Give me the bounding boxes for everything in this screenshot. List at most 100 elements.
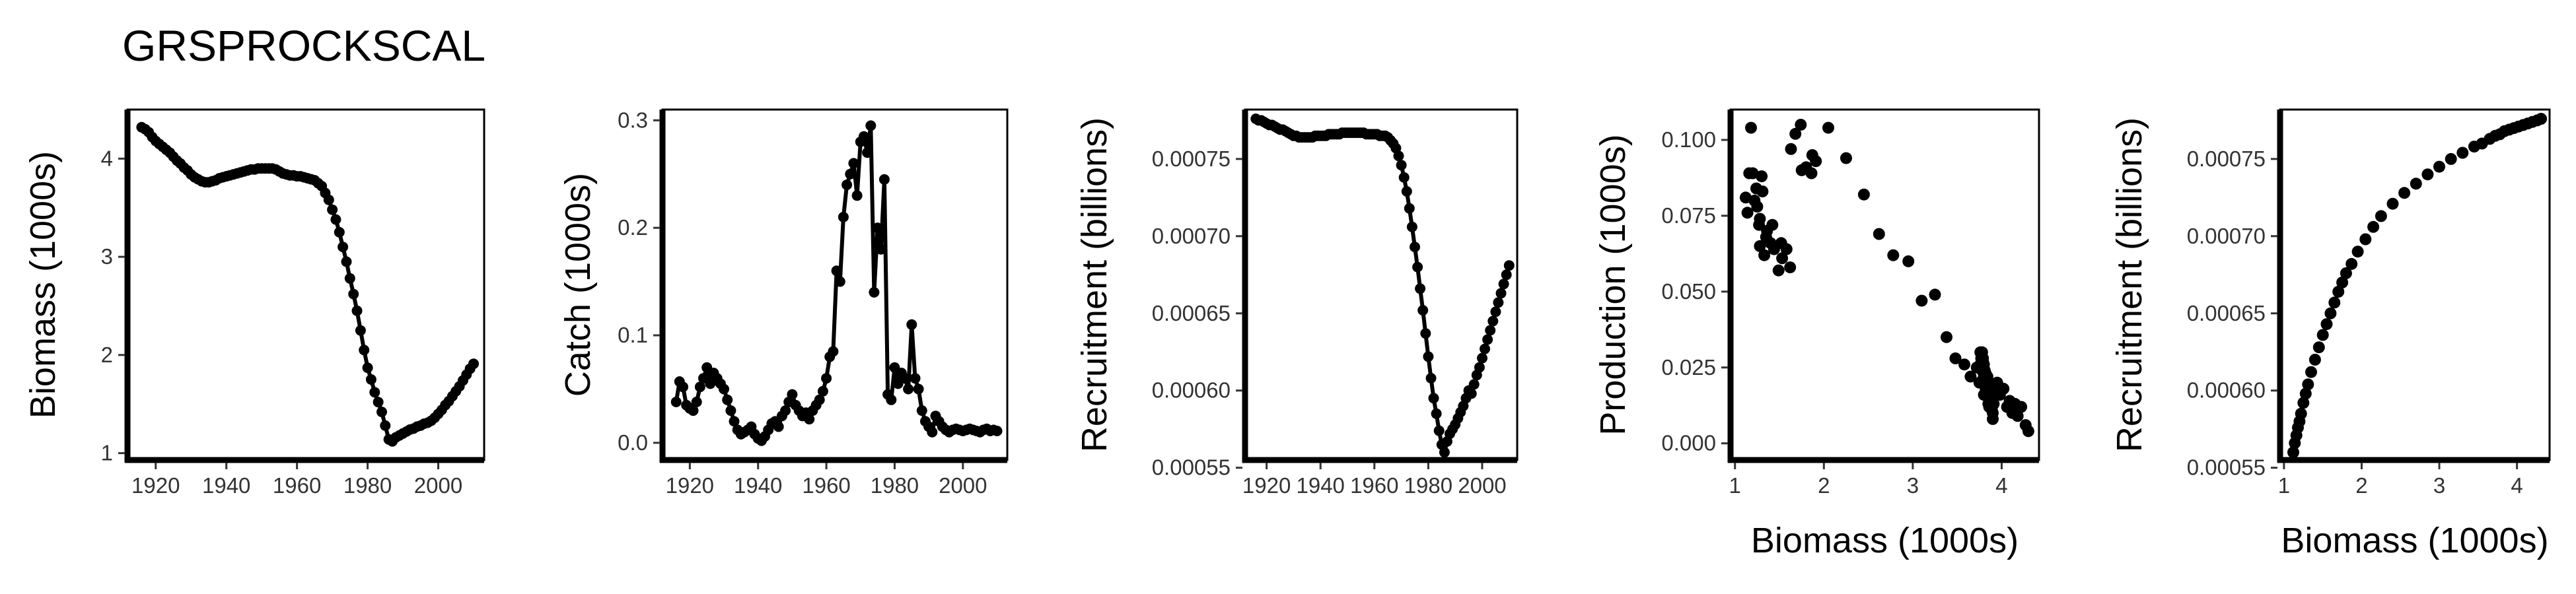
data-point — [2015, 401, 2028, 413]
x-tick-label: 1940 — [734, 473, 782, 498]
data-point — [1425, 373, 1437, 383]
data-point — [1487, 315, 1499, 327]
y-tick-label: 2 — [101, 343, 113, 367]
data-point — [341, 256, 352, 267]
data-point — [1423, 351, 1434, 362]
data-point — [2336, 277, 2349, 288]
data-point — [916, 405, 927, 416]
x-tick-label: 2 — [1818, 473, 1830, 498]
y-tick-label: 0.00060 — [2187, 378, 2266, 403]
y-tick-label: 0.00065 — [2187, 301, 2266, 325]
y-tick-label: 3 — [101, 244, 113, 269]
data-point — [2328, 296, 2341, 309]
data-point — [1751, 201, 1764, 213]
y-tick-label: 0.1 — [618, 323, 648, 347]
x-tick-label: 2000 — [939, 473, 987, 498]
data-point — [1468, 379, 1480, 390]
data-point — [1766, 218, 1779, 231]
y-tick-label: 0.050 — [1661, 279, 1716, 304]
x-tick-label: 1920 — [666, 473, 714, 498]
data-point — [1745, 121, 1757, 134]
data-point — [1412, 261, 1423, 273]
data-point — [1978, 389, 1990, 401]
data-point — [1503, 260, 1515, 271]
y-axis-title: Biomass (1000s) — [23, 151, 63, 418]
y-tick-label: 0.100 — [1661, 127, 1716, 152]
data-point — [344, 273, 355, 284]
x-tick-label: 1980 — [871, 473, 919, 498]
data-point — [862, 147, 873, 158]
data-point — [2456, 147, 2469, 159]
data-point — [2433, 160, 2445, 173]
data-point — [725, 405, 736, 416]
data-point — [338, 242, 349, 253]
data-point — [2308, 354, 2321, 366]
data-point — [1433, 425, 1445, 436]
x-tick-label: 1920 — [1242, 473, 1291, 498]
y-tick-label: 0.00070 — [1152, 224, 1231, 248]
data-point — [2297, 397, 2310, 409]
x-tick-label: 2000 — [414, 473, 462, 498]
data-point — [2302, 378, 2314, 391]
data-point — [2287, 446, 2299, 459]
data-point — [1941, 331, 1952, 343]
data-point — [729, 416, 740, 427]
data-point — [694, 381, 705, 393]
data-point — [2398, 187, 2411, 199]
data-point — [858, 131, 869, 142]
data-point — [1929, 288, 1941, 301]
y-tick-label: 0.075 — [1661, 203, 1716, 228]
data-point — [841, 180, 853, 190]
data-point — [1976, 361, 1988, 374]
data-point — [1482, 334, 1493, 345]
x-axis-title: Biomass (1000s) — [2281, 521, 2548, 560]
data-point — [1485, 325, 1496, 336]
data-point — [2320, 318, 2333, 331]
data-point — [1410, 242, 1420, 253]
y-tick-label: 0.2 — [618, 215, 648, 240]
data-point — [831, 265, 842, 277]
data-point — [1760, 231, 1772, 244]
data-point — [1887, 249, 1900, 261]
data-point — [804, 414, 815, 425]
y-tick-label: 0.00055 — [2187, 455, 2266, 480]
data-point — [787, 389, 798, 400]
x-tick-label: 3 — [1907, 473, 1919, 498]
data-point — [886, 394, 897, 405]
data-point — [828, 346, 839, 357]
data-point — [1789, 127, 1802, 140]
data-point — [780, 405, 791, 416]
data-point — [1982, 397, 1995, 410]
x-tick-label: 4 — [1995, 473, 2007, 498]
x-tick-label: 2 — [2355, 473, 2367, 498]
data-point — [678, 381, 688, 393]
data-point — [1974, 346, 1987, 358]
data-point — [691, 397, 702, 407]
data-point — [468, 358, 479, 370]
data-point — [1480, 343, 1490, 354]
data-point — [722, 394, 733, 405]
data-point — [2316, 329, 2329, 341]
data-point — [355, 325, 366, 336]
data-point — [330, 214, 341, 225]
data-point — [2299, 387, 2312, 400]
data-point — [1466, 388, 1477, 399]
data-point — [2324, 307, 2337, 319]
data-point — [1431, 408, 1442, 419]
data-point — [2375, 210, 2387, 222]
data-point — [670, 397, 682, 407]
panel-biomass: 1920 1940 1960 1980 2000 1 2 3 4 Biomass (1000s) — [23, 108, 485, 498]
x-tick-label: 1 — [2278, 473, 2290, 498]
y-tick-label: 0.00070 — [2187, 224, 2266, 248]
data-point — [1840, 152, 1852, 164]
data-point — [1980, 380, 1993, 392]
data-point — [1415, 283, 1426, 294]
data-point — [875, 244, 886, 255]
data-point — [910, 373, 921, 384]
data-point — [1439, 447, 1450, 458]
x-tick-label: 1920 — [131, 473, 180, 498]
x-tick-label: 1960 — [1350, 473, 1398, 498]
data-point — [365, 374, 376, 385]
y-tick-label: 0.00065 — [1152, 301, 1231, 325]
